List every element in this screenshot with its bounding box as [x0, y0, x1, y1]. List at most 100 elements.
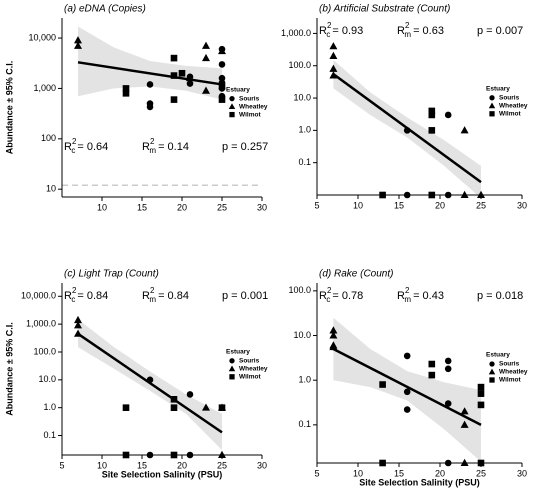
x-tick-label: 30 [517, 200, 527, 210]
confidence-band [78, 26, 222, 100]
legend-label: Wheatley [499, 369, 528, 376]
panel-title: (d) Rake (Count) [319, 269, 393, 280]
x-axis-label: Site Selection Salinity (PSU) [102, 469, 223, 479]
data-point [428, 360, 436, 368]
data-point [477, 459, 485, 467]
data-point [170, 72, 178, 79]
data-point [477, 390, 485, 397]
stat-value: p = 0.007 [477, 25, 523, 37]
stat-superscript: 2 [405, 21, 410, 30]
legend-label: Souris [499, 361, 520, 368]
x-tick-label: 15 [394, 200, 404, 210]
data-point [460, 407, 469, 415]
stat-annotation: R2 c = 0.78 [319, 286, 363, 304]
data-point [460, 458, 469, 466]
data-point [379, 191, 386, 199]
data-point [170, 451, 178, 459]
legend-label: Souris [239, 95, 260, 102]
legend-title: Estuary [486, 352, 510, 359]
y-tick-label: 0.1 [298, 419, 311, 429]
data-point [178, 69, 186, 77]
data-point [403, 352, 411, 360]
legend-label: Wilmot [239, 374, 261, 381]
x-tick-label: 30 [257, 202, 267, 212]
legend-marker [489, 361, 495, 367]
x-tick-label: 15 [137, 460, 147, 470]
data-point [428, 111, 436, 119]
stat-annotation: p = 0.007 [477, 25, 523, 37]
y-tick-label: 0.1 [43, 430, 56, 440]
data-point [186, 80, 194, 87]
data-point [218, 46, 226, 55]
y-tick-label: 1.0 [298, 375, 311, 385]
panel-title: (a) eDNA (Copies) [64, 4, 146, 15]
y-tick-label: 1,000.0 [281, 28, 311, 38]
data-point [379, 381, 386, 388]
y-tick-label: 10.0 [38, 374, 56, 384]
panel: 10,000 1,000 100 10 10 15 20 25 30 (a) eDNA (Copi… [4, 4, 268, 213]
data-point [329, 331, 338, 339]
data-point [329, 326, 338, 334]
x-tick-label: 10 [97, 460, 107, 470]
stat-value: = 0.63 [413, 25, 444, 37]
data-point [74, 315, 82, 324]
data-point [218, 450, 226, 458]
data-point [444, 459, 452, 467]
x-tick-label: 15 [137, 202, 147, 212]
data-point [329, 51, 338, 60]
stat-symbol: R [397, 290, 405, 302]
stat-annotation: R2 m = 0.43 [397, 286, 444, 304]
data-point [403, 388, 411, 396]
stat-subscript: m [404, 30, 411, 39]
stat-subscript: c [326, 30, 330, 39]
stat-symbol: R [397, 25, 405, 37]
data-point [170, 54, 178, 62]
data-point [444, 365, 452, 373]
legend-marker [489, 111, 495, 117]
data-point [146, 81, 154, 88]
legend-marker [489, 95, 495, 101]
y-tick-label: 1.0 [43, 402, 56, 412]
data-point [460, 190, 469, 198]
stat-value: p = 0.001 [222, 290, 268, 302]
stat-subscript: c [71, 146, 75, 155]
stat-value: = 0.84 [158, 290, 189, 302]
y-tick-label: 10,000.0 [21, 291, 56, 301]
data-point [460, 126, 469, 134]
data-point [428, 127, 436, 134]
stat-annotation: R2 m = 0.14 [142, 137, 189, 155]
stat-superscript: 2 [150, 286, 155, 295]
stat-superscript: 2 [72, 137, 77, 146]
x-tick-label: 5 [314, 468, 319, 478]
data-point [403, 406, 411, 413]
stat-symbol: R [142, 290, 150, 302]
stat-subscript: m [404, 295, 411, 304]
x-tick-label: 20 [177, 460, 187, 470]
data-point [186, 451, 194, 459]
stat-subscript: m [149, 295, 156, 304]
legend-marker [229, 358, 235, 364]
legend-marker [229, 111, 235, 118]
data-point [444, 400, 452, 407]
stat-annotation: R2 m = 0.84 [142, 286, 189, 304]
legend-label: Wheatley [239, 366, 268, 373]
legend-label: Wilmot [499, 377, 521, 384]
data-point [74, 41, 82, 49]
fit-line [77, 61, 223, 86]
stat-subscript: c [71, 295, 75, 304]
y-tick-label: 10.0 [293, 330, 311, 340]
y-axis-label: Abundance ± 95% C.I. [4, 322, 14, 415]
y-tick-label: 1,000 [33, 83, 56, 93]
stat-superscript: 2 [327, 21, 332, 30]
stat-symbol: R [64, 141, 72, 153]
legend-marker [488, 368, 496, 375]
data-point [122, 90, 130, 97]
data-point [477, 383, 485, 391]
data-point [329, 64, 338, 72]
data-point [444, 191, 452, 199]
data-point [122, 451, 130, 459]
data-point [146, 103, 154, 111]
stat-symbol: R [64, 290, 72, 302]
stat-annotation: p = 0.257 [222, 141, 268, 153]
